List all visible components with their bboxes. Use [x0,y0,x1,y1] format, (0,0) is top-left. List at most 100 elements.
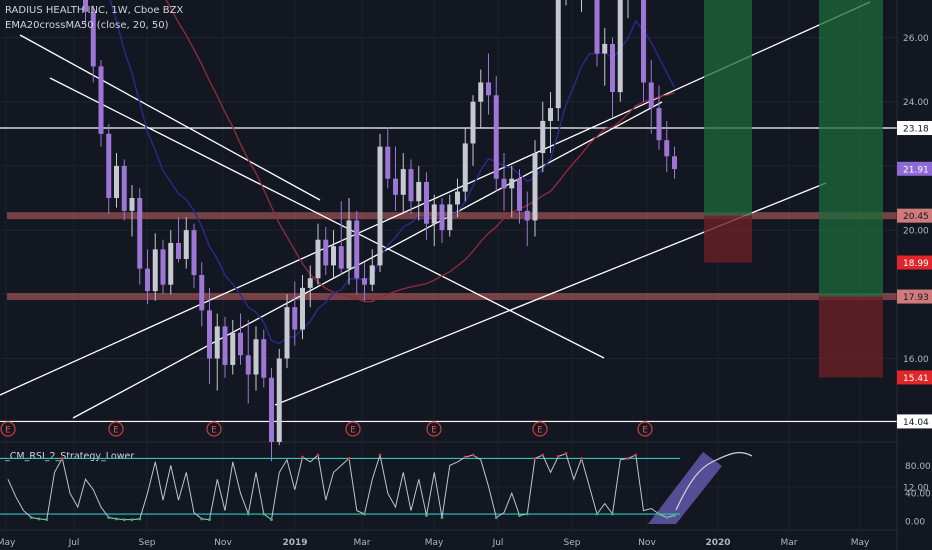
candle [610,37,615,118]
candle-body [106,133,112,198]
candle-body [331,246,336,266]
earnings-icon [637,421,653,437]
candle [540,101,546,173]
candle-body [431,204,437,224]
rsi-oversold-mark [115,517,118,521]
candle-body [369,265,375,285]
candle [602,27,608,86]
candle-body [346,220,352,269]
candle [369,249,375,292]
candle [486,53,491,115]
price-label: 14.04 [903,418,929,428]
candle [284,294,290,369]
candle-body [245,355,251,375]
rsi-overbought-mark [463,455,467,459]
candle [160,239,166,295]
rsi-oversold-mark [270,518,273,522]
candle [168,230,174,295]
candle-body [129,198,135,211]
candle-body [230,332,236,365]
earnings-marker: E [532,421,548,437]
trend-line [72,101,663,419]
stop-box [704,215,752,263]
candle [470,95,476,166]
ma50-line [165,0,675,303]
candle-body [207,310,212,359]
rsi-oversold-mark [262,512,266,516]
candle-body [462,143,468,192]
candle-body [656,108,662,141]
rsi-overbought-mark [634,453,638,457]
rsi-projection-line [675,452,753,511]
rsi-overbought-mark [626,457,630,460]
candle-body [517,178,522,211]
rsi-overbought-mark [533,457,537,460]
candle [346,198,352,285]
candle [627,0,629,19]
rsi-oversold-mark [673,514,676,517]
rsi-oversold-mark [29,516,33,519]
candle-body [439,204,445,231]
candle-body [238,332,243,356]
candle [230,319,236,375]
price-label: 20.45 [903,212,929,222]
candle-body [617,0,623,93]
rsi-oversold-mark [425,514,428,517]
earnings-icon [426,421,442,437]
candle [555,0,561,121]
candle [331,230,336,279]
price-label: 23.18 [903,125,929,135]
candle-body [594,0,600,54]
candle-body [555,0,561,109]
stop-box [819,296,883,378]
candle [207,287,212,385]
price-label-bg [897,414,932,429]
earnings-marker: E [0,421,16,437]
earnings-marker: E [206,421,222,437]
x-tick-label: Jul [492,538,504,548]
candle-body [524,210,530,221]
target-box [819,0,883,297]
candle-body [354,220,360,279]
earnings-label: E [350,426,356,436]
candle [83,0,88,25]
candle-body [493,95,499,179]
rsi-overbought-mark [471,453,475,457]
candle-body [121,165,127,211]
x-tick-label: 2020 [705,538,730,548]
candle-body [276,358,282,442]
trend-line [49,77,605,359]
earnings-marker: E [345,421,361,437]
candle [307,265,313,308]
candle [261,329,267,388]
x-tick-label: Jul [68,538,80,548]
candle-body [664,140,670,157]
candle [393,146,398,211]
y-tick-label: 16.00 [903,355,929,365]
x-tick-label: Mar [781,538,798,548]
rsi-tick-label: 80.00 [905,462,931,472]
candle-body [602,43,608,54]
rsi-oversold-mark [665,516,669,519]
candle-body [199,275,205,311]
candle-body [447,204,453,231]
rsi-oversold-mark [200,517,204,521]
target-box [704,0,752,216]
candle [672,146,677,179]
rsi-oversold-mark [37,517,41,521]
candle-body [315,239,321,279]
candle [152,233,158,301]
candle [121,159,127,221]
candle-body [610,43,615,93]
rsi-oversold-mark [208,518,211,522]
rsi-oversold-mark [525,512,529,516]
rsi-overbought-mark [564,452,568,455]
candle [214,313,220,391]
candle [617,0,623,102]
price-label-bg [897,161,932,176]
x-tick-label: May [851,538,870,548]
price-label: 18.99 [903,259,929,269]
candle [478,69,484,128]
earnings-icon [532,421,548,437]
